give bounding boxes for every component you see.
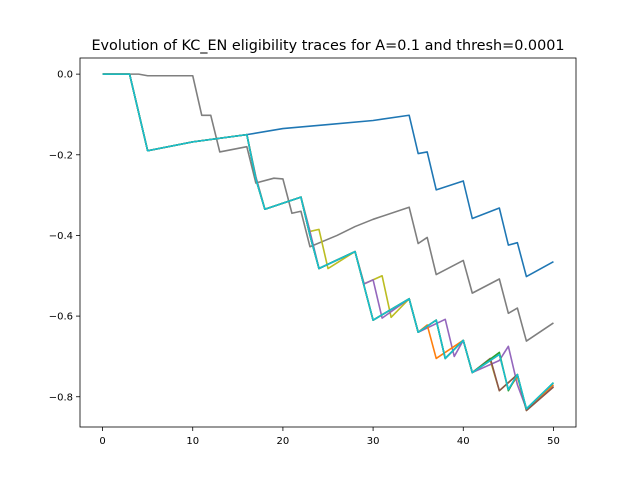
x-tick-label: 30	[367, 436, 380, 447]
y-tick-label: −0.2	[49, 150, 73, 161]
x-tick-label: 10	[186, 436, 199, 447]
plot-area	[102, 73, 555, 412]
x-tick-label: 50	[547, 436, 560, 447]
y-axis: 0.0 −0.2 −0.4 −0.6 −0.8	[49, 70, 80, 403]
series-line-8	[102, 73, 555, 410]
x-tick-label: 40	[457, 436, 470, 447]
x-tick-label: 20	[277, 436, 290, 447]
x-axis: 0 10 20 30 40 50	[99, 427, 560, 447]
y-tick-label: 0.0	[57, 70, 73, 81]
x-tick-label: 0	[99, 436, 105, 447]
y-tick-label: −0.8	[49, 392, 73, 403]
series-line-1	[102, 73, 554, 342]
axes-frame	[79, 57, 577, 428]
y-tick-label: −0.4	[49, 231, 73, 242]
y-tick-label: −0.6	[49, 312, 73, 323]
chart-title: Evolution of KC_EN eligibility traces fo…	[91, 38, 564, 54]
